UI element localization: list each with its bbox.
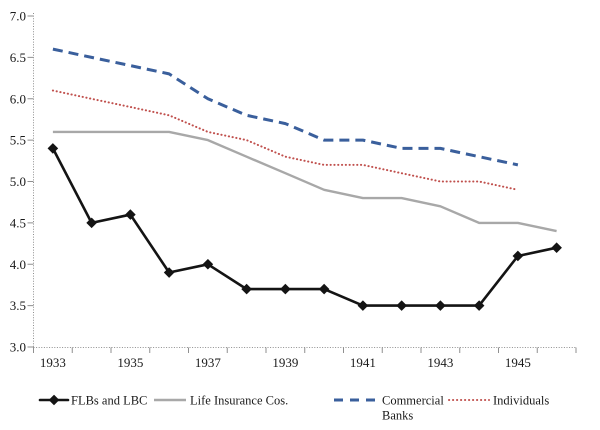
x-tick-label: 1939 xyxy=(272,355,298,370)
y-tick-label: 4.5 xyxy=(10,215,26,230)
legend-label-flbs-and-lbc: FLBs and LBC xyxy=(71,394,147,408)
series-flbs-and-lbc-marker xyxy=(47,143,59,154)
y-tick-label: 5.0 xyxy=(10,174,26,189)
legend-item-flbs-and-lbc: FLBs and LBC xyxy=(38,394,147,408)
series-life-insurance-cos-line xyxy=(52,130,557,233)
legend-item-life-insurance-cos: Life Insurance Cos. xyxy=(154,394,288,408)
legend-label-individuals: Individuals xyxy=(493,394,549,408)
series-flbs-and-lbc-marker xyxy=(512,250,524,262)
y-tick-label: 5.5 xyxy=(10,133,26,148)
series-flbs-and-lbc-line xyxy=(51,147,558,307)
series-flbs-and-lbc-marker xyxy=(125,209,136,220)
legend-label-commercial-banks: Commercial xyxy=(382,394,444,408)
series-flbs-and-lbc-marker xyxy=(163,267,175,278)
x-tick-label: 1935 xyxy=(117,355,143,370)
series-commercial-banks-line xyxy=(52,47,519,167)
series-flbs-and-lbc-marker xyxy=(318,283,330,295)
series-flbs-and-lbc-marker xyxy=(473,300,485,311)
y-tick-label: 3.5 xyxy=(10,298,26,313)
series-flbs-and-lbc-marker xyxy=(357,300,369,311)
x-tick-label: 1943 xyxy=(427,355,453,370)
series-individuals-line xyxy=(51,89,519,191)
series-flbs-and-lbc-marker xyxy=(396,300,407,311)
y-tick-label: 6.0 xyxy=(10,91,26,106)
series-flbs-and-lbc-marker xyxy=(551,242,562,254)
series-flbs-and-lbc-marker xyxy=(241,283,252,295)
legend-label-life-insurance-cos: Life Insurance Cos. xyxy=(190,394,288,408)
legend-label-commercial-banks: Banks xyxy=(382,409,413,423)
series-flbs-and-lbc-marker xyxy=(280,283,291,295)
series-flbs-and-lbc-marker xyxy=(202,258,214,270)
legend-flbs-and-lbc-marker xyxy=(48,394,60,406)
y-tick-label: 6.5 xyxy=(10,50,26,65)
legend-item-individuals: Individuals xyxy=(448,394,549,408)
x-tick-label: 1941 xyxy=(350,355,376,370)
y-tick-label: 4.0 xyxy=(10,257,26,272)
x-tick-label: 1933 xyxy=(40,355,66,370)
x-tick-label: 1945 xyxy=(505,355,531,370)
y-tick-label: 7.0 xyxy=(10,9,26,24)
series-flbs-and-lbc-marker xyxy=(86,217,97,229)
y-tick-label: 3.0 xyxy=(10,340,26,355)
x-tick-label: 1937 xyxy=(195,355,222,370)
series-flbs-and-lbc-marker xyxy=(435,300,446,311)
